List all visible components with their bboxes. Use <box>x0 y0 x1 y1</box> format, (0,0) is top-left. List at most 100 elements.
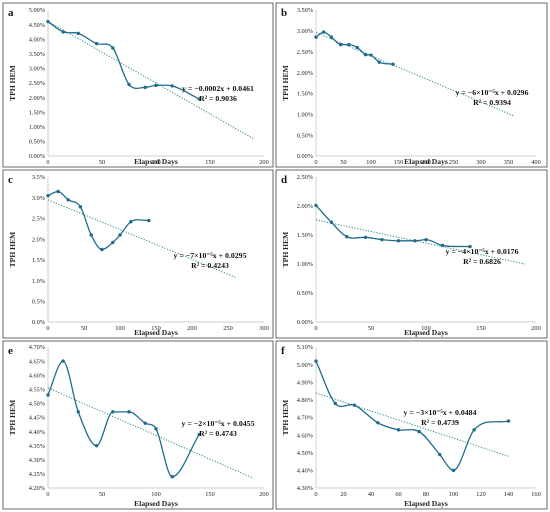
panel-letter: b <box>281 7 287 19</box>
x-axis-title: Elapsed Days <box>404 499 448 508</box>
y-tick-label: 2.50% <box>29 80 46 87</box>
data-point <box>76 410 80 414</box>
trend-r-squared: R² = 0.4743 <box>199 429 237 438</box>
data-point <box>314 359 318 363</box>
y-tick-label: 3.00% <box>29 66 46 73</box>
panel-letter: c <box>8 174 13 186</box>
data-point <box>314 35 318 39</box>
x-tick-label: 60 <box>395 491 401 498</box>
x-tick-label: 150 <box>205 159 214 166</box>
x-axis-title: Elapsed Days <box>134 328 178 337</box>
series-line <box>47 190 149 251</box>
x-tick-label: 100 <box>151 491 160 498</box>
x-axis-title: Elapsed Days <box>404 328 448 337</box>
data-point <box>424 237 428 242</box>
x-tick-label: 250 <box>223 325 232 332</box>
x-tick-label: 20 <box>340 491 346 498</box>
x-tick-label: 100 <box>115 325 124 332</box>
panel-letter: d <box>281 174 287 186</box>
panel-d: 0.00% 0.50% 1.00% 1.50% 2.00% 2.50% 0 50 100 150 2… <box>275 169 548 339</box>
x-tick-label: 0 <box>46 159 49 166</box>
data-point <box>377 60 381 64</box>
data-point <box>89 233 93 237</box>
x-tick-label: 200 <box>259 159 268 166</box>
data-point <box>413 239 417 243</box>
x-tick-label: 100 <box>449 491 458 498</box>
trend-equation: y = −6×10⁻⁵x + 0.0296 <box>456 88 529 97</box>
y-tick-label: 4.70% <box>297 415 314 422</box>
y-tick-label: 4.80% <box>297 397 314 404</box>
y-tick-label: 4.40% <box>29 429 46 436</box>
panel-letter: e <box>8 345 13 357</box>
y-tick-label: 2.5% <box>32 216 46 223</box>
x-axis-title: Elapsed Days <box>134 499 178 508</box>
trend-line <box>315 32 515 117</box>
data-point <box>438 452 442 457</box>
x-tick-label: 160 <box>531 491 540 498</box>
y-tick-label: 2.00% <box>297 203 314 210</box>
y-tick-label: 2.50% <box>297 174 314 181</box>
x-tick-label: 50 <box>99 491 105 498</box>
y-tick-label: 4.50% <box>29 22 46 29</box>
y-tick-label: 5.00% <box>297 362 314 369</box>
y-tick-label: 4.90% <box>297 379 314 386</box>
data-point <box>66 198 70 202</box>
y-tick-label: 1.00% <box>297 261 314 268</box>
y-tick-label: 0.50% <box>297 132 314 139</box>
data-point <box>376 421 380 425</box>
panel-c: 0.0% 0.5% 1.0% 1.5% 2.0% 2.5% 3.0% 3.5% 0 50 100 15… <box>2 169 274 339</box>
x-tick-label: 150 <box>151 325 160 332</box>
trend-line <box>315 219 526 265</box>
y-axis-title: TPH HEM <box>8 400 17 436</box>
data-point <box>440 243 445 248</box>
x-tick-label: 100 <box>421 325 430 332</box>
y-tick-label: 5.10% <box>297 344 314 351</box>
x-tick-label: 100 <box>151 159 160 166</box>
panel-letter: f <box>281 345 285 357</box>
x-tick-label: 120 <box>476 491 485 498</box>
data-point <box>111 240 115 245</box>
x-tick-label: 150 <box>394 159 403 166</box>
trend-equation: y = −0.0002x + 0.0461 <box>182 84 254 93</box>
y-tick-label: 4.50% <box>29 401 46 408</box>
data-point <box>363 52 368 57</box>
data-point <box>129 220 133 224</box>
data-point <box>380 237 384 242</box>
data-point <box>127 410 131 414</box>
trend-line <box>47 199 236 278</box>
data-point <box>314 203 318 208</box>
x-tick-label: 100 <box>366 159 375 166</box>
data-point <box>355 45 359 50</box>
data-point <box>339 42 343 47</box>
data-point <box>111 46 115 50</box>
panel-b: 0.00% 0.50% 1.00% 1.50% 2.00% 2.50% 3.00% 3.50%… <box>275 2 548 168</box>
y-tick-label: 0.00% <box>297 153 314 160</box>
y-tick-label: 3.5% <box>32 174 46 181</box>
data-point <box>396 428 401 432</box>
series-line <box>47 21 200 100</box>
x-tick-label: 50 <box>368 325 374 332</box>
data-point <box>61 359 65 363</box>
data-point <box>472 428 476 432</box>
x-axis-title: Elapsed Days <box>134 157 178 166</box>
x-tick-label: 150 <box>476 325 485 332</box>
data-point <box>78 205 83 209</box>
data-point <box>147 218 151 223</box>
data-point <box>417 429 421 434</box>
data-point <box>451 468 456 473</box>
y-tick-label: 4.25% <box>29 471 46 478</box>
trend-line <box>47 20 254 139</box>
x-tick-label: 0 <box>314 325 317 332</box>
series-line <box>315 360 509 472</box>
series-line <box>47 360 200 478</box>
y-tick-label: 1.5% <box>32 257 46 264</box>
y-tick-label: 0.00% <box>297 319 314 326</box>
data-point <box>352 403 357 407</box>
panel-frame <box>275 2 548 168</box>
trend-r-squared: R² = 0.4243 <box>191 261 229 270</box>
y-axis-title: TPH HEM <box>8 232 17 268</box>
data-point <box>56 189 60 194</box>
y-tick-label: 4.45% <box>29 415 46 422</box>
data-point <box>345 235 349 239</box>
data-point <box>127 82 131 87</box>
